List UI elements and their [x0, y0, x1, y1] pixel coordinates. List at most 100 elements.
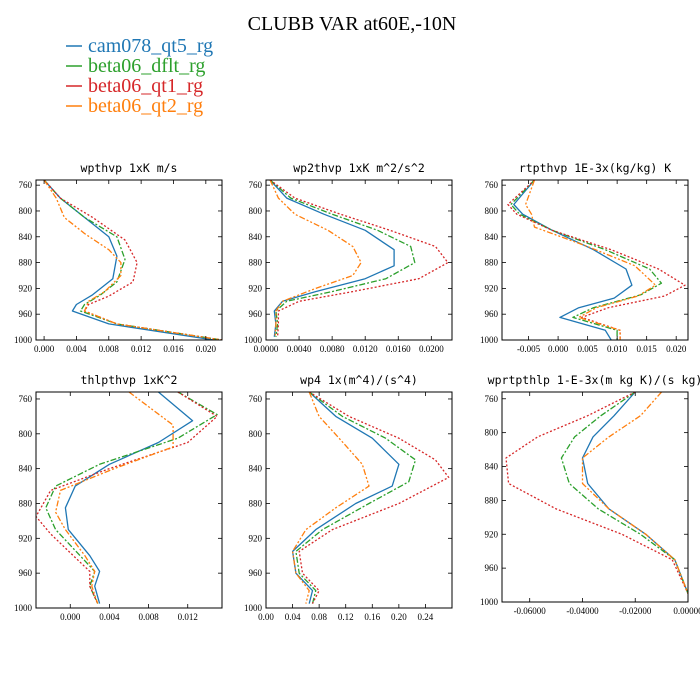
- x-tick-label: 0.00000: [673, 606, 700, 616]
- series-line-beta06_qt2_rg: [43, 180, 222, 340]
- series-line-beta06_qt1_rg: [43, 180, 222, 340]
- y-tick-label: 880: [19, 258, 33, 268]
- x-tick-label: 0.0080: [320, 344, 345, 354]
- panel-1: wpthvp 1xK m/s76080084088092096010000.00…: [14, 161, 223, 354]
- y-tick-label: 960: [485, 309, 499, 319]
- y-tick-label: 960: [249, 568, 263, 578]
- x-tick-label: 0.004: [99, 612, 120, 622]
- series-line-cam078_qt5_rg: [581, 392, 688, 594]
- y-tick-label: 920: [485, 283, 499, 293]
- panel-title: rtpthvp 1E-3x(kg/kg) K: [519, 161, 671, 175]
- x-tick-label: 0.08: [311, 612, 327, 622]
- x-tick-label: 0.008: [138, 612, 159, 622]
- y-tick-label: 880: [485, 258, 499, 268]
- y-tick-label: 1000: [244, 603, 263, 613]
- y-tick-label: 840: [249, 232, 263, 242]
- y-tick-label: 920: [19, 533, 33, 543]
- panel-title: thlpthvp 1xK^2: [81, 373, 178, 387]
- series-line-beta06_qt2_rg: [524, 180, 657, 340]
- panel-title: wpthvp 1xK m/s: [81, 161, 178, 175]
- y-tick-label: 960: [19, 568, 33, 578]
- series-line-beta06_qt1_rg: [298, 392, 450, 604]
- series-line-cam078_qt5_rg: [43, 180, 214, 340]
- panel-title: wp4 1x(m^4)/(s^4): [300, 373, 418, 387]
- series-line-beta06_qt2_rg: [581, 392, 688, 594]
- y-tick-label: 960: [249, 309, 263, 319]
- y-tick-label: 760: [485, 180, 499, 190]
- legend: cam078_qt5_rgbeta06_dflt_rgbeta06_qt1_rg…: [66, 35, 213, 117]
- y-tick-label: 960: [485, 563, 499, 573]
- y-tick-label: 920: [19, 283, 33, 293]
- legend-entry: beta06_qt1_rg: [88, 75, 203, 97]
- plot-frame: [35, 391, 223, 609]
- x-tick-label: 0.04: [285, 612, 301, 622]
- panel-3: rtpthvp 1E-3x(kg/kg) K 760 800 840 880 920 960…: [480, 161, 689, 354]
- y-tick-label: 1000: [244, 335, 263, 345]
- series-line-beta06_qt1_rg: [507, 180, 686, 340]
- x-tick-label: 0.012: [131, 344, 151, 354]
- x-tick-label: 0.020: [666, 344, 687, 354]
- panel-6: wprtpthlp 1-E-3x(m kg K)/(s kg) 760 800 840…: [480, 373, 700, 616]
- series-line-beta06_qt2_rg: [54, 392, 174, 604]
- series-line-beta06_qt1_rg: [269, 180, 449, 337]
- y-tick-label: 840: [485, 462, 499, 472]
- x-tick-label: -0.02000: [619, 606, 652, 616]
- plot-frame: [35, 179, 223, 341]
- y-tick-label: 840: [249, 464, 263, 474]
- series-line-cam078_qt5_rg: [64, 392, 194, 604]
- y-tick-label: 800: [249, 206, 263, 216]
- x-tick-label: 0.005: [577, 344, 598, 354]
- x-tick-label: 0.016: [163, 344, 184, 354]
- x-tick-label: 0.004: [66, 344, 87, 354]
- x-tick-label: -0.06000: [514, 606, 547, 616]
- series-line-beta06_dflt_rg: [45, 392, 218, 604]
- y-tick-label: 920: [249, 283, 263, 293]
- series-line-beta06_dflt_rg: [269, 180, 416, 337]
- x-tick-label: 0.020: [196, 344, 217, 354]
- y-tick-label: 920: [249, 533, 263, 543]
- y-tick-label: 840: [19, 464, 33, 474]
- y-tick-label: 760: [249, 180, 263, 190]
- y-tick-label: 760: [19, 180, 33, 190]
- y-tick-label: 920: [485, 529, 499, 539]
- y-tick-label: 800: [249, 429, 263, 439]
- y-tick-label: 800: [485, 428, 499, 438]
- series-line-cam078_qt5_rg: [513, 180, 633, 340]
- y-tick-label: 760: [485, 394, 499, 404]
- y-tick-label: 840: [485, 232, 499, 242]
- x-tick-label: 0.000: [34, 344, 55, 354]
- x-tick-label: 0.24: [418, 612, 434, 622]
- panel-5: wp4 1x(m^4)/(s^4)76080084088092096010000…: [244, 373, 453, 622]
- y-tick-label: 880: [485, 495, 499, 505]
- x-tick-label: -0.005: [517, 344, 541, 354]
- plot-frame: [501, 391, 689, 603]
- y-tick-label: 880: [19, 498, 33, 508]
- x-tick-label: 0.0000: [254, 344, 279, 354]
- y-tick-label: 800: [19, 206, 33, 216]
- series-line-beta06_qt2_rg: [291, 392, 370, 604]
- panel-2: wp2thvp 1xK m^2/s^2 760 800 840 880 920 960 100…: [244, 161, 453, 354]
- series-line-beta06_dflt_rg: [510, 180, 663, 340]
- y-tick-label: 1000: [480, 597, 499, 607]
- plot-frame: [265, 179, 453, 341]
- series-line-beta06_dflt_rg: [560, 392, 688, 594]
- plot-frame: [265, 391, 453, 609]
- panels: wpthvp 1xK m/s76080084088092096010000.00…: [14, 161, 700, 622]
- y-tick-label: 1000: [14, 335, 33, 345]
- y-tick-label: 840: [19, 232, 33, 242]
- series-line-beta06_dflt_rg: [295, 392, 417, 604]
- x-tick-label: 0.012: [178, 612, 198, 622]
- panel-title: wprtpthlp 1-E-3x(m kg K)/(s kg): [488, 373, 700, 387]
- x-tick-label: 0.0040: [287, 344, 312, 354]
- panel-title: wp2thvp 1xK m^2/s^2: [293, 161, 425, 175]
- legend-entry: cam078_qt5_rg: [88, 35, 213, 57]
- x-tick-label: 0.015: [637, 344, 658, 354]
- x-tick-label: 0.20: [391, 612, 407, 622]
- legend-entry: beta06_dflt_rg: [88, 55, 205, 77]
- x-tick-label: 0.0160: [386, 344, 411, 354]
- x-tick-label: 0.00: [258, 612, 274, 622]
- series-line-beta06_dflt_rg: [43, 180, 222, 340]
- y-tick-label: 760: [19, 394, 33, 404]
- series-line-beta06_qt1_rg: [36, 392, 218, 604]
